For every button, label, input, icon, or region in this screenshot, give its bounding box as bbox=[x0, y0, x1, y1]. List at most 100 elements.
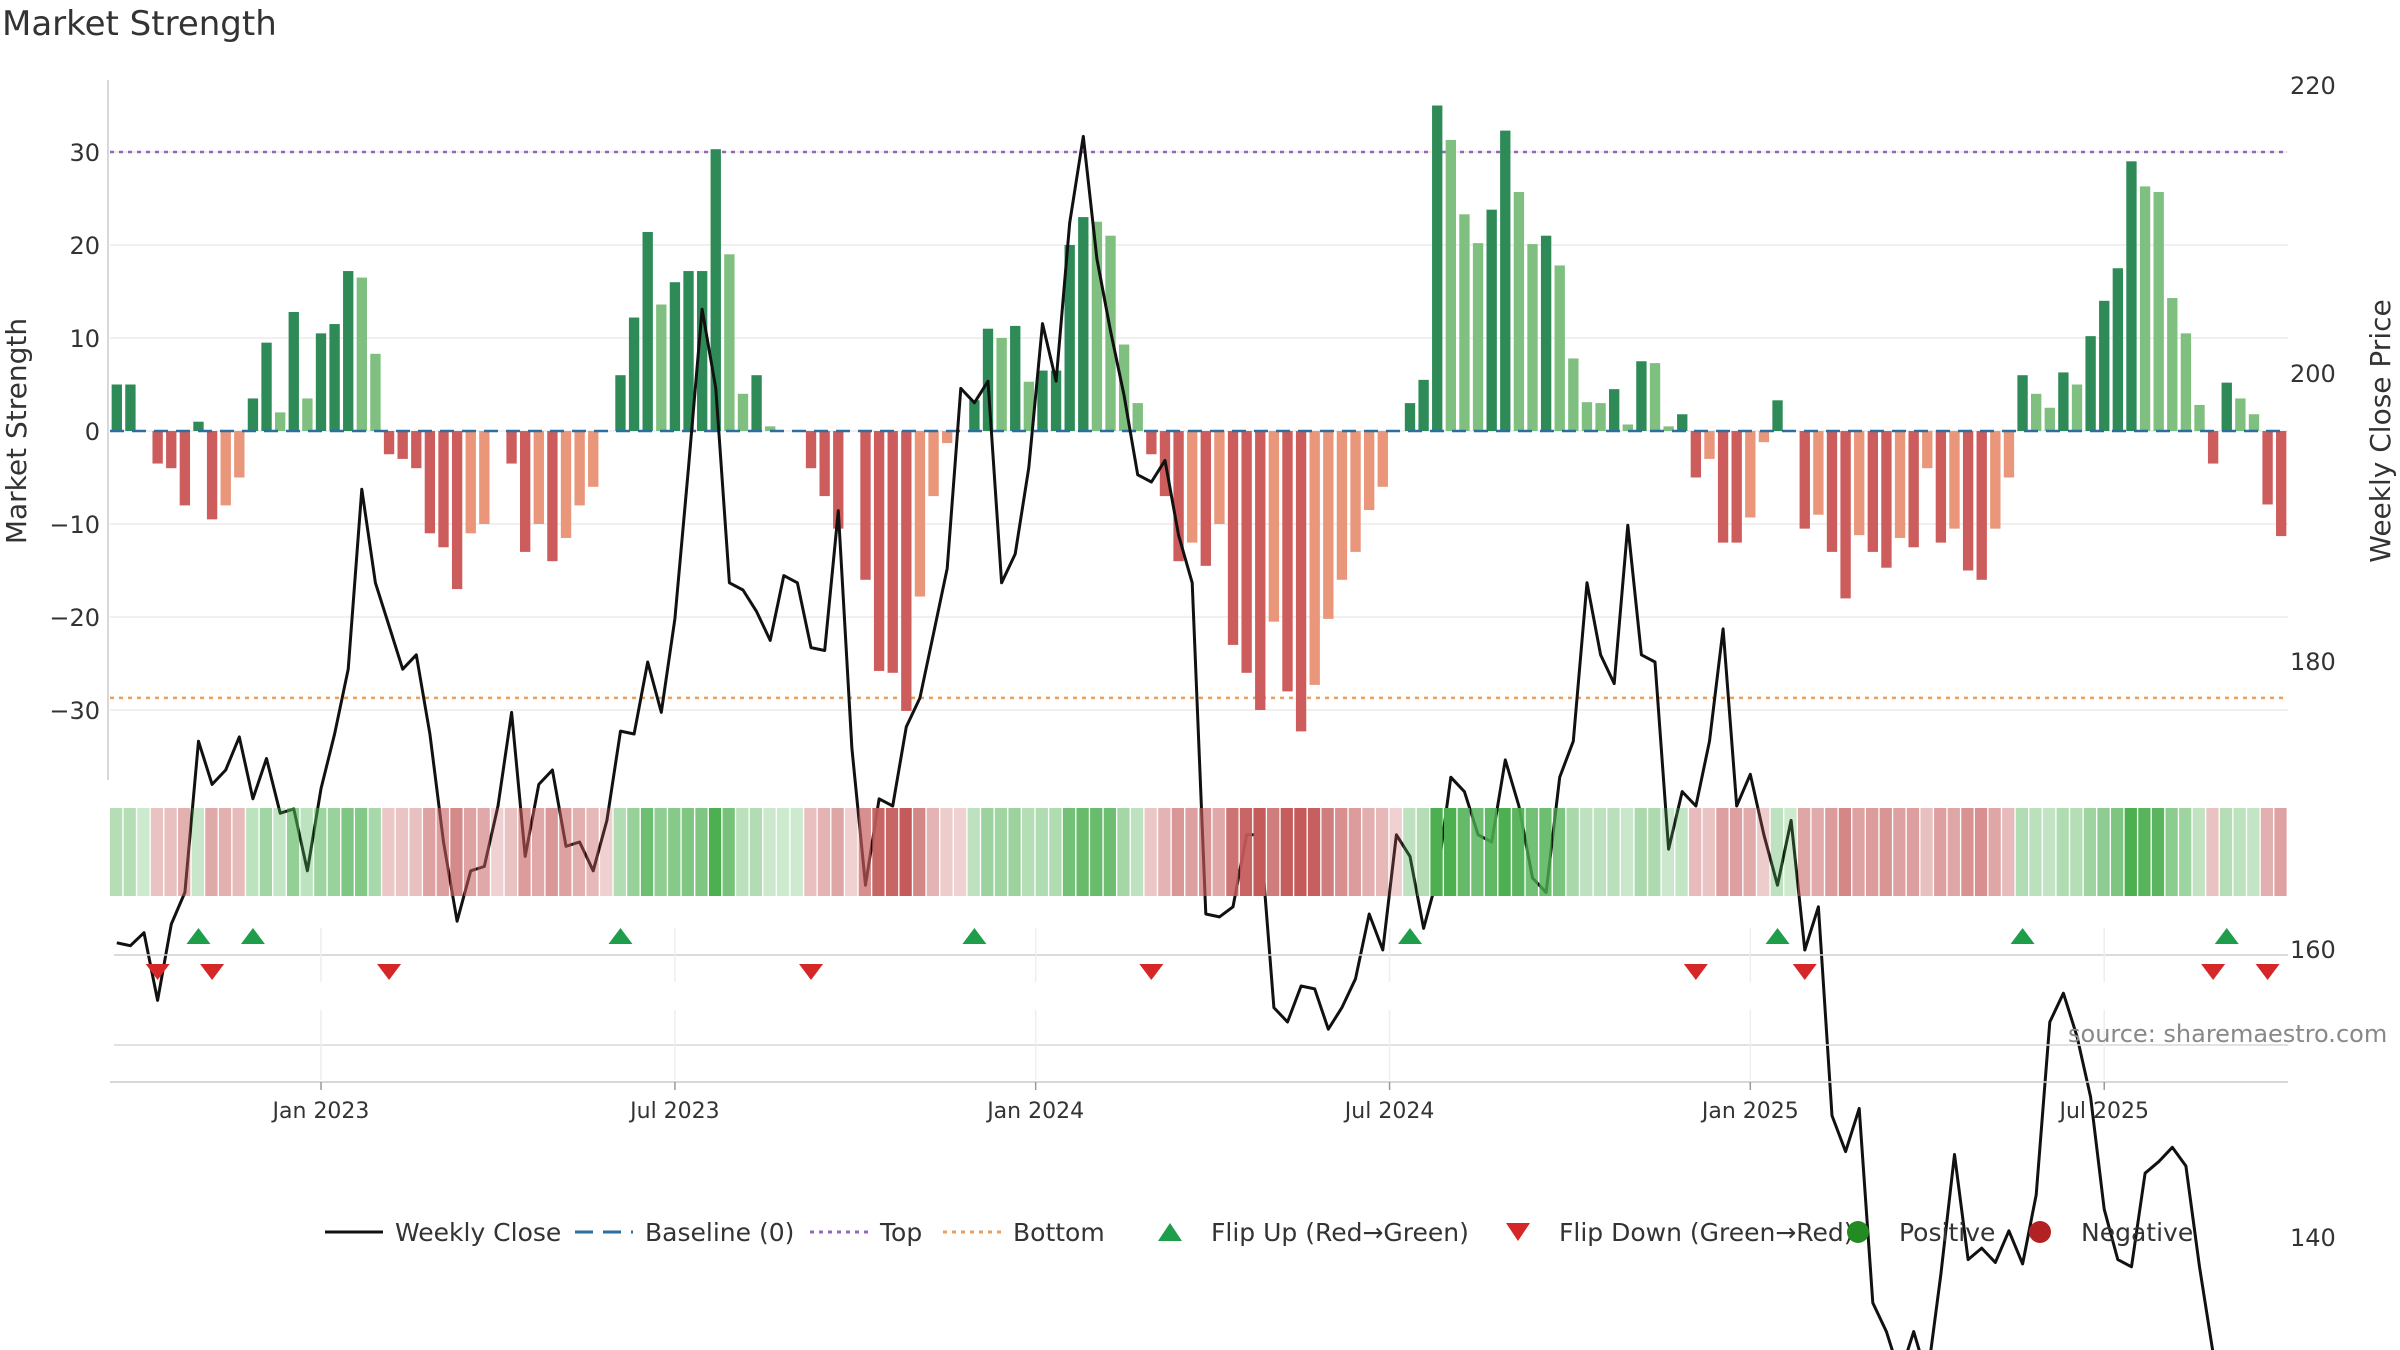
heat-cell bbox=[2151, 808, 2165, 896]
strength-bar bbox=[2071, 384, 2083, 431]
strength-bar bbox=[1350, 431, 1361, 552]
heat-cell bbox=[1389, 808, 1402, 896]
heat-cell bbox=[2274, 808, 2287, 896]
heat-cell bbox=[627, 808, 640, 896]
strength-bar bbox=[1309, 431, 1320, 685]
heat-cell bbox=[1566, 808, 1579, 896]
heat-cell bbox=[178, 808, 191, 896]
legend-item: Flip Down (Green→Red) bbox=[1506, 1218, 1854, 1247]
strength-bar bbox=[1023, 381, 1035, 431]
strength-bar bbox=[356, 277, 368, 431]
heat-cell bbox=[123, 808, 136, 896]
legend-label: Bottom bbox=[1013, 1218, 1105, 1247]
strength-bar bbox=[1622, 424, 1633, 431]
strength-bar bbox=[1500, 130, 1511, 432]
legend-item: Top bbox=[810, 1218, 922, 1247]
strength-bar bbox=[383, 431, 395, 455]
heat-cell bbox=[1430, 808, 1443, 896]
y2-tick-label: 200 bbox=[2290, 360, 2336, 388]
strength-bar bbox=[2194, 404, 2205, 431]
strength-bar bbox=[547, 431, 558, 562]
legend-swatch bbox=[1847, 1221, 1869, 1243]
heat-cell bbox=[613, 808, 626, 896]
heat-cell bbox=[1444, 808, 1457, 896]
strength-bar bbox=[2167, 298, 2178, 431]
strength-bar bbox=[315, 333, 327, 431]
strength-bar bbox=[560, 431, 572, 538]
heat-cell bbox=[1171, 808, 1185, 896]
heat-cell bbox=[1620, 808, 1634, 896]
legend-label: Negative bbox=[2081, 1218, 2193, 1247]
strength-bar bbox=[329, 324, 340, 431]
heat-cell bbox=[1825, 808, 1838, 896]
heat-cell bbox=[2002, 808, 2015, 896]
strength-bar bbox=[1010, 325, 1021, 431]
strength-bar bbox=[1677, 414, 1688, 431]
heat-cell bbox=[1811, 808, 1824, 896]
strength-bar bbox=[1050, 370, 1062, 431]
strength-bar bbox=[451, 431, 463, 590]
heat-cell bbox=[164, 808, 177, 896]
heat-cell bbox=[1797, 808, 1811, 896]
heat-cell bbox=[1512, 808, 1525, 896]
heat-cell bbox=[423, 808, 436, 896]
strength-bar bbox=[1731, 431, 1742, 543]
heat-cell bbox=[831, 808, 844, 896]
strength-bar bbox=[465, 431, 476, 534]
heat-cell bbox=[463, 808, 477, 896]
heat-cell bbox=[1212, 808, 1225, 896]
strength-bar bbox=[928, 431, 939, 497]
strength-bar bbox=[220, 431, 231, 506]
strength-bar bbox=[152, 431, 163, 464]
heat-cell bbox=[355, 808, 368, 896]
heat-cell bbox=[1076, 808, 1089, 896]
x-tick-label: Jan 2024 bbox=[985, 1099, 1084, 1124]
strength-bar bbox=[1132, 403, 1143, 431]
heat-cell bbox=[899, 808, 912, 896]
heat-cell bbox=[708, 808, 722, 896]
y2-tick-label: 220 bbox=[2290, 72, 2336, 100]
legend-swatch bbox=[2029, 1221, 2051, 1243]
heat-cell bbox=[2111, 808, 2124, 896]
y2-axis-label: Weekly Close Price bbox=[2364, 299, 2397, 562]
weekly-close-line bbox=[116, 134, 2215, 1350]
heat-cell bbox=[1920, 808, 1933, 896]
heat-cell bbox=[1049, 808, 1062, 896]
heat-cell bbox=[2260, 808, 2274, 896]
heat-cell bbox=[790, 808, 803, 896]
heat-cell bbox=[273, 808, 286, 896]
strength-bar bbox=[1935, 431, 1947, 543]
heat-cell bbox=[1675, 808, 1688, 896]
heat-cell bbox=[1335, 808, 1348, 896]
strength-bar bbox=[1690, 431, 1702, 478]
strength-bar bbox=[438, 431, 449, 548]
flip-down-marker bbox=[799, 964, 824, 980]
strength-bar bbox=[1418, 379, 1429, 431]
heat-cell bbox=[885, 808, 899, 896]
strength-bar bbox=[1513, 191, 1525, 431]
flip-down-marker bbox=[145, 964, 170, 980]
heat-cell bbox=[1484, 808, 1498, 896]
strength-bar bbox=[1363, 431, 1375, 511]
heat-cell bbox=[1552, 808, 1566, 896]
strength-bar bbox=[411, 431, 422, 469]
heat-cell bbox=[1988, 808, 2001, 896]
strength-bar bbox=[1323, 431, 1334, 619]
heat-cell bbox=[1403, 808, 1416, 896]
strength-bar bbox=[1636, 361, 1647, 431]
heat-cell bbox=[1934, 808, 1947, 896]
heat-cell bbox=[681, 808, 694, 896]
legend-label: Weekly Close bbox=[395, 1218, 561, 1247]
strength-bar bbox=[1962, 431, 1974, 571]
strength-bar bbox=[1867, 431, 1878, 552]
heat-cell bbox=[1280, 808, 1293, 896]
strength-bar bbox=[179, 431, 191, 506]
heat-cell bbox=[1784, 808, 1797, 896]
heat-cell bbox=[858, 808, 871, 896]
strength-bar bbox=[696, 271, 708, 431]
strength-bar bbox=[1854, 431, 1865, 536]
heat-cell bbox=[1471, 808, 1484, 896]
heat-cell bbox=[1743, 808, 1756, 896]
strength-bar bbox=[2030, 393, 2042, 431]
heat-cell bbox=[1199, 808, 1212, 896]
